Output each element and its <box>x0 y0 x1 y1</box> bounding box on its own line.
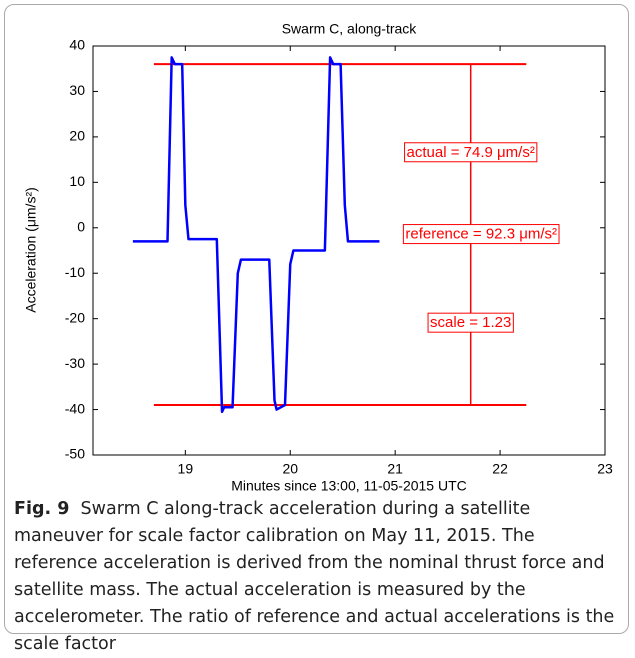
figure-frame <box>4 4 629 634</box>
annotation-box <box>427 312 514 333</box>
y-tick-label: 0 <box>77 218 85 234</box>
y-tick-label: -20 <box>65 309 85 325</box>
annotation-box <box>402 224 560 245</box>
y-tick-label: -10 <box>65 264 85 280</box>
chart: Swarm C, along-track Minutes since 13:00… <box>23 21 613 494</box>
y-tick-label: -30 <box>65 355 85 371</box>
plot-area <box>92 45 606 456</box>
figure-caption: Fig. 9 Swarm C along-track acceleration … <box>14 496 622 658</box>
data-line <box>132 56 380 414</box>
y-tick-label: -40 <box>65 400 85 416</box>
x-tick-label: 23 <box>597 461 613 477</box>
caption-text: Swarm C along-track acceleration during … <box>14 499 615 654</box>
x-axis-label: Minutes since 13:00, 11-05-2015 UTC <box>231 478 467 494</box>
y-axis-label: Acceleration (μm/s²) <box>23 187 39 313</box>
y-tick-label: 10 <box>69 173 85 189</box>
caption-label: Fig. 9 <box>14 499 70 519</box>
annotation: actual = 74.9 μm/s² <box>407 144 535 161</box>
x-tick-label: 19 <box>178 461 194 477</box>
page: Swarm C, along-track Minutes since 13:00… <box>4 4 629 654</box>
x-tick-label: 20 <box>282 461 298 477</box>
x-tick-label: 21 <box>387 461 403 477</box>
annotation: scale = 1.23 <box>430 314 511 331</box>
y-tick-label: 20 <box>69 128 85 144</box>
annotation-box <box>404 142 538 163</box>
y-tick-label: 40 <box>69 37 85 53</box>
y-tick-label: -50 <box>65 446 85 462</box>
annotation: reference = 92.3 μm/s² <box>405 226 557 243</box>
y-tick-label: 30 <box>69 82 85 98</box>
x-tick-label: 22 <box>492 461 508 477</box>
chart-title: Swarm C, along-track <box>282 21 418 37</box>
